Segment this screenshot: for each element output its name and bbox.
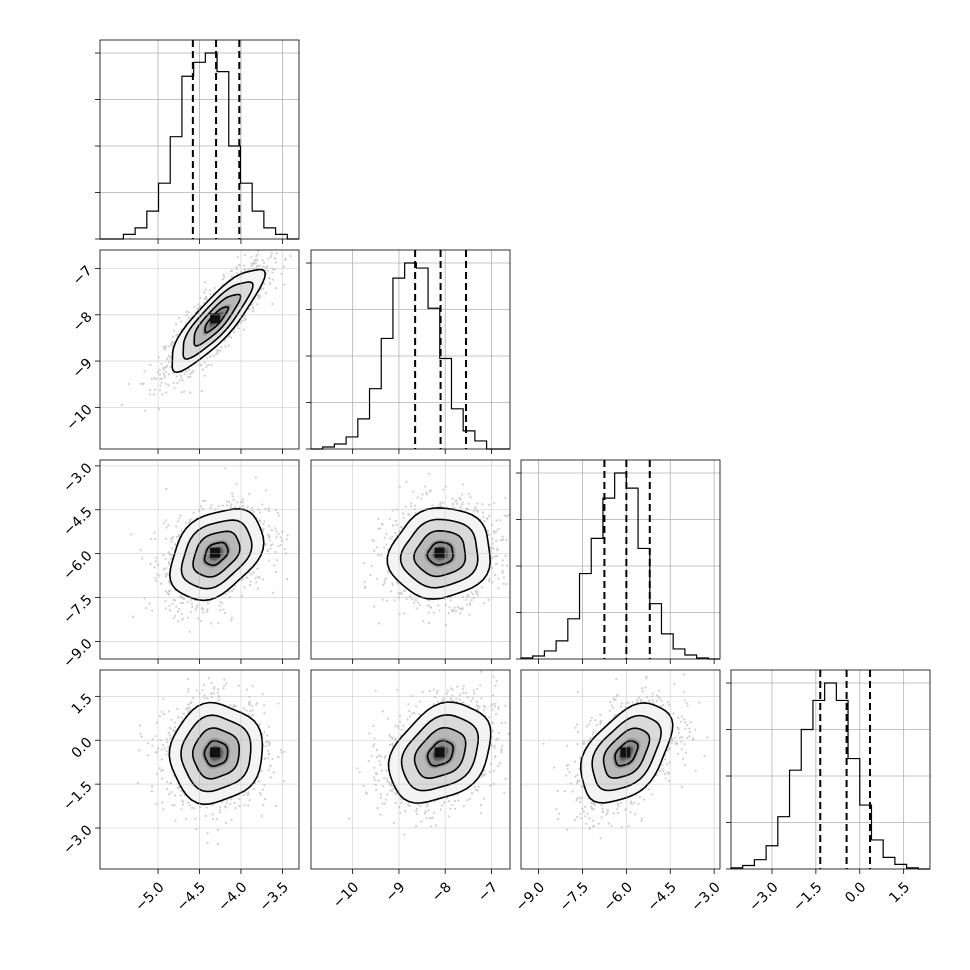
contour-line (192, 530, 241, 578)
contour-line (193, 293, 242, 347)
x-tick-label: −8 (429, 879, 455, 905)
x-tick-label: −9 (383, 879, 409, 905)
hist-panel-p2 (306, 249, 511, 450)
y-tick-label: −3.0 (60, 822, 95, 857)
density-peak (434, 547, 445, 558)
density-peak (210, 747, 221, 758)
contour-line (168, 701, 264, 806)
y-tick-label: −4.5 (60, 504, 95, 539)
hist-panel-p4 (726, 669, 931, 870)
contour-line (182, 281, 254, 360)
histogram-p3 (520, 472, 720, 660)
contour-line (180, 519, 253, 590)
contour-line (171, 268, 267, 374)
y-tick-label: −10 (63, 402, 95, 434)
contour-line (426, 541, 454, 566)
x-tick-label: −5.0 (132, 879, 167, 914)
axes-frame (520, 459, 721, 660)
scatter-panel-p1-p4: −3.0 −1.5 0.0 1.5 (60, 669, 300, 870)
y-tick-label: −8 (70, 309, 96, 335)
histogram-p2 (311, 262, 510, 450)
x-tick-label: −10 (330, 879, 362, 911)
scatter-panel-p2-p4 (310, 669, 511, 870)
contour-line (580, 702, 674, 804)
y-tick-label: −3.0 (60, 460, 95, 495)
x-tick-label: −7.5 (557, 879, 592, 914)
x-tick-label: −6.0 (601, 879, 636, 914)
contour-line (203, 739, 229, 767)
axes-frame (310, 669, 511, 870)
x-tick-label: −7 (475, 879, 501, 905)
y-tick-label: −7 (70, 263, 96, 289)
contour-line (400, 714, 480, 792)
hist-panel-p3 (516, 459, 721, 660)
x-tick-label: −4.5 (645, 879, 680, 914)
density-peak (620, 747, 631, 758)
x-tick-label: −4.5 (174, 879, 209, 914)
contour-line (413, 726, 467, 779)
scatter-panel-p2-p3 (310, 459, 511, 660)
x-tick-label: −1.5 (790, 879, 825, 914)
y-tick-label: −6.0 (60, 548, 95, 583)
contour-line (614, 739, 639, 767)
contour-line (203, 541, 229, 567)
histogram-p4 (730, 682, 930, 870)
density-peak (210, 313, 221, 324)
y-tick-label: −9 (70, 355, 96, 381)
y-tick-label: −9.0 (60, 636, 95, 671)
axes-frame (310, 459, 511, 660)
axes-frame (730, 669, 931, 870)
histogram-p1 (100, 52, 299, 240)
contour-line (591, 714, 663, 792)
contour-line (413, 529, 467, 578)
scatter-panel-p1-p2: −10 −9 −8 −7 (63, 249, 300, 450)
x-tick-label: 0.0 (842, 879, 869, 906)
contour-line (204, 306, 230, 334)
y-tick-label: 0.0 (69, 735, 96, 762)
y-tick-label: −1.5 (60, 778, 95, 813)
y-tick-label: 1.5 (69, 691, 96, 718)
x-axis-p4: −3.0 −1.5 0.0 1.5 (746, 869, 913, 915)
contour-line (168, 508, 265, 602)
contour-line (386, 507, 492, 600)
y-tick-label: −7.5 (60, 592, 95, 627)
x-tick-label: −3.0 (688, 879, 723, 914)
axes-frame (520, 669, 721, 870)
axes-frame (310, 249, 511, 450)
contour-line (387, 701, 492, 804)
contour-line (191, 727, 241, 780)
x-tick-label: −4.0 (215, 879, 250, 914)
contour-line (399, 518, 479, 589)
x-tick-label: 1.5 (886, 879, 913, 906)
density-peak (434, 747, 445, 758)
x-tick-label: −3.5 (257, 879, 292, 914)
scatter-panel-p3-p4 (520, 669, 721, 870)
contour-line (602, 727, 651, 779)
hist-panel-p1 (95, 39, 300, 240)
x-tick-label: −3.0 (746, 879, 781, 914)
contour-line (426, 739, 454, 767)
density-peak (210, 547, 221, 558)
x-tick-label: −9.0 (513, 879, 548, 914)
scatter-panel-p1-p3: −9.0 −7.5 −6.0 −4.5 −3.0 (60, 459, 300, 671)
